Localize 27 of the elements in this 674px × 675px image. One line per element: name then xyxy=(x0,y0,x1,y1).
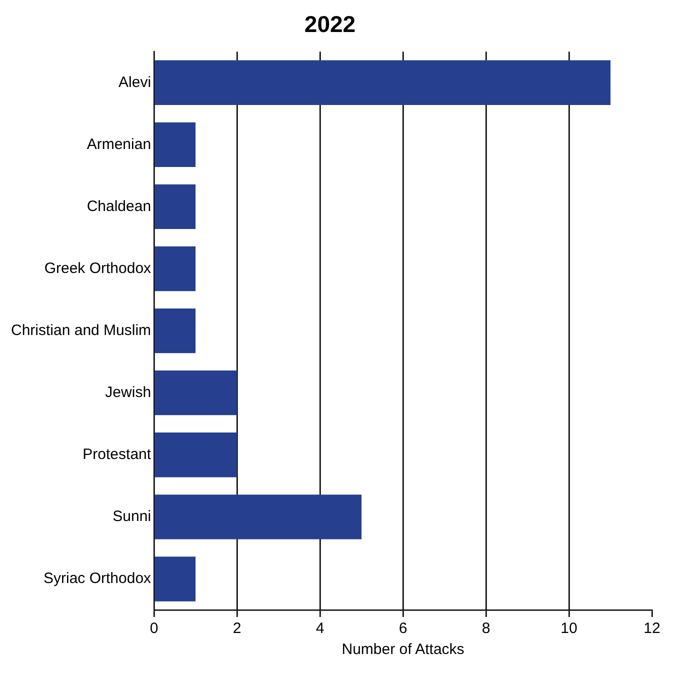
bar xyxy=(154,432,238,478)
x-tick-label: 12 xyxy=(644,620,660,638)
y-tick-label: Christian and Muslim xyxy=(11,322,152,339)
y-tick-label: Armenian xyxy=(86,136,152,153)
bar xyxy=(154,122,196,168)
chart-title: 2022 xyxy=(304,11,356,38)
x-tick-label: 2 xyxy=(232,620,242,638)
x-tick-label: 0 xyxy=(150,620,158,638)
x-tick-label: 4 xyxy=(316,620,324,638)
bar xyxy=(154,246,196,292)
x-axis-title: Number of Attacks xyxy=(342,641,464,658)
bar xyxy=(154,60,611,105)
bar xyxy=(154,308,196,354)
x-tick-label: 6 xyxy=(398,620,408,638)
x-tick-label: 8 xyxy=(482,620,490,638)
bar xyxy=(154,184,196,230)
bar xyxy=(154,556,196,602)
y-tick-label: Protestant xyxy=(82,446,152,464)
y-tick-label: Greek Orthodox xyxy=(44,260,152,277)
x-tick-label: 10 xyxy=(560,620,578,638)
y-tick-label: Jewish xyxy=(105,384,152,401)
bar xyxy=(154,494,362,540)
y-tick-label: Syriac Orthodox xyxy=(44,570,152,588)
y-tick-label: Chaldean xyxy=(86,198,152,215)
y-tick-label: Sunni xyxy=(112,508,152,526)
y-tick-label: Alevi xyxy=(118,74,152,91)
bar xyxy=(154,370,238,416)
